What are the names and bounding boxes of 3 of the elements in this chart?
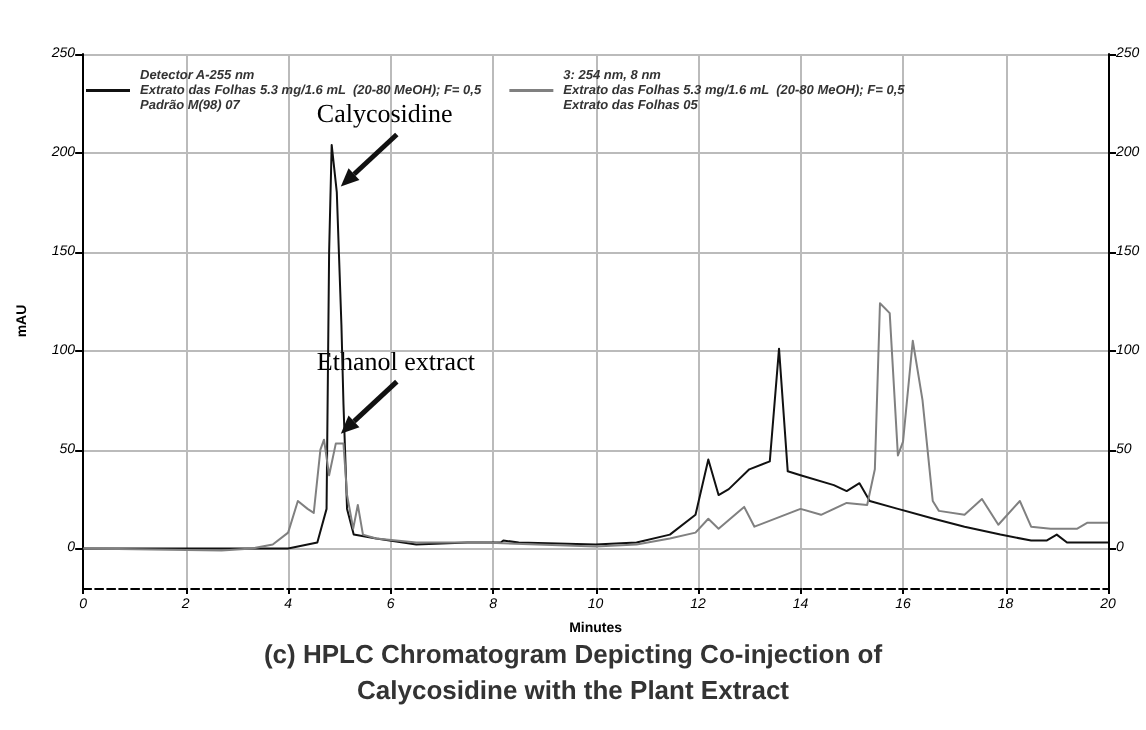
line-series (82, 302, 1109, 552)
text: (c) HPLC Chromatogram Depicting Co-injection of Calycosidine with the Plant Extract (263, 639, 884, 705)
line-series (82, 143, 1109, 550)
